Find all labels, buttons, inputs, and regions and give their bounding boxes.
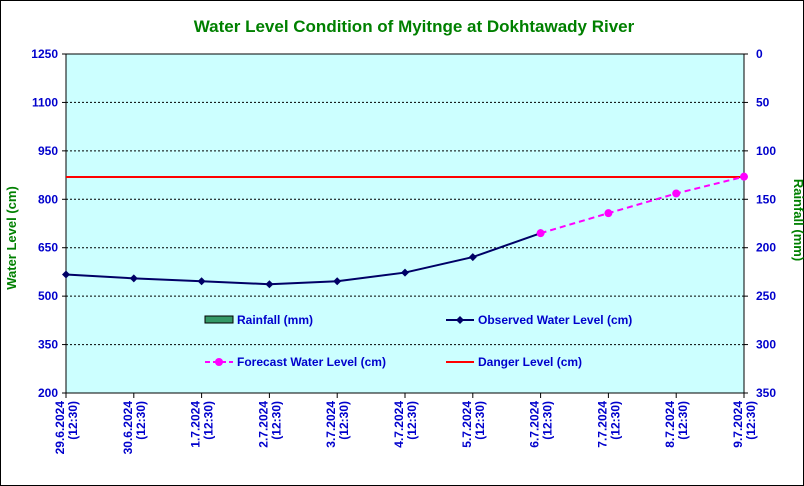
- x-tick-label: 6.7.2024(12:30): [528, 401, 555, 448]
- x-tick-date: 6.7.2024: [528, 401, 542, 448]
- x-tick-time: (12:30): [744, 401, 758, 440]
- x-tick-date: 8.7.2024: [663, 401, 677, 448]
- forecast-series-line: [540, 175, 745, 235]
- x-tick-time: (12:30): [608, 401, 622, 440]
- x-tick-time: (12:30): [66, 401, 80, 440]
- observed-point: [333, 277, 342, 286]
- observed-point: [468, 253, 477, 262]
- y-tick-label: 800: [38, 192, 58, 206]
- legend-observed-label: Observed Water Level (cm): [478, 313, 632, 327]
- y2-tick-label: 350: [756, 386, 776, 400]
- x-tick-date: 3.7.2024: [324, 401, 338, 448]
- x-tick-label: 9.7.2024(12:30): [731, 401, 758, 448]
- x-tick-label: 1.7.2024(12:30): [189, 401, 216, 448]
- series-marks: [62, 172, 748, 289]
- x-tick-time: (12:30): [676, 401, 690, 440]
- axes: 200 350 500 650 800 950 1100 1250 0 50 100 150 200 25…: [31, 47, 776, 454]
- legend-forecast-label: Forecast Water Level (cm): [237, 355, 386, 369]
- x-tick-label: 8.7.2024(12:30): [663, 401, 690, 448]
- x-tick-time: (12:30): [473, 401, 487, 440]
- x-tick-label: 2.7.2024(12:30): [256, 401, 283, 448]
- y2-tick-label: 0: [756, 47, 763, 61]
- y-tick-label: 1250: [31, 47, 58, 61]
- x-tick-label: 4.7.2024(12:30): [392, 401, 419, 448]
- y2-tick-label: 50: [756, 95, 770, 109]
- x-tick-label: 30.6.2024(12:30): [121, 401, 148, 455]
- x-tick-time: (12:30): [541, 401, 555, 440]
- forecast-point: [672, 189, 681, 198]
- observed-series-line: [65, 232, 541, 286]
- gridlines: [66, 53, 744, 346]
- x-tick-label: 29.6.2024(12:30): [53, 401, 80, 455]
- x-tick-label: 7.7.2024(12:30): [595, 401, 622, 448]
- x-tick-date: 30.6.2024: [121, 401, 135, 455]
- legend: Rainfall (mm) Observed Water Level (cm) Fo…: [204, 313, 632, 369]
- y2-tick-label: 250: [756, 289, 776, 303]
- x-tick-time: (12:30): [405, 401, 419, 440]
- x-tick-date: 9.7.2024: [731, 401, 745, 448]
- forecast-point: [740, 172, 748, 181]
- observed-point: [197, 277, 206, 286]
- y2-tick-label: 300: [756, 338, 776, 352]
- legend-danger-label: Danger Level (cm): [478, 355, 582, 369]
- x-tick-label: 3.7.2024(12:30): [324, 401, 351, 448]
- observed-point: [401, 268, 409, 277]
- y-tick-label: 650: [38, 241, 58, 255]
- y2-tick-label: 200: [756, 241, 776, 255]
- observed-point: [265, 280, 274, 289]
- x-tick-time: (12:30): [134, 401, 148, 440]
- forecast-point: [604, 209, 613, 218]
- y-axis-label: Water Level (cm): [4, 186, 19, 290]
- observed-point: [62, 270, 70, 279]
- x-tick-date: 29.6.2024: [53, 401, 67, 455]
- plot-area: [65, 53, 745, 394]
- legend-forecast-marker: [215, 358, 223, 366]
- x-tick-time: (12:30): [337, 401, 351, 440]
- forecast-point: [536, 229, 545, 238]
- legend-rainfall-label: Rainfall (mm): [237, 313, 313, 327]
- legend-rainfall-swatch: [204, 315, 234, 324]
- x-tick-date: 5.7.2024: [460, 401, 474, 448]
- legend-observed-marker: [456, 316, 464, 324]
- x-tick-date: 1.7.2024: [189, 401, 203, 448]
- x-tick-time: (12:30): [202, 401, 216, 440]
- y-tick-label: 1100: [32, 95, 58, 109]
- x-tick-date: 7.7.2024: [595, 401, 609, 448]
- y-tick-label: 350: [38, 338, 58, 352]
- x-tick-date: 2.7.2024: [256, 401, 270, 448]
- y2-tick-label: 150: [756, 192, 776, 206]
- x-tick-time: (12:30): [269, 401, 283, 440]
- y-tick-label: 200: [38, 386, 58, 400]
- y2-tick-label: 100: [756, 144, 776, 158]
- x-tick-label: 5.7.2024(12:30): [460, 401, 487, 448]
- x-tick-date: 4.7.2024: [392, 401, 406, 448]
- y-tick-label: 500: [38, 289, 58, 303]
- y-tick-label: 950: [38, 144, 58, 158]
- observed-point: [129, 274, 138, 283]
- chart-title: Water Level Condition of Myitnge at Dokh…: [194, 17, 635, 36]
- y2-axis-label: Rainfall (mm): [791, 179, 804, 261]
